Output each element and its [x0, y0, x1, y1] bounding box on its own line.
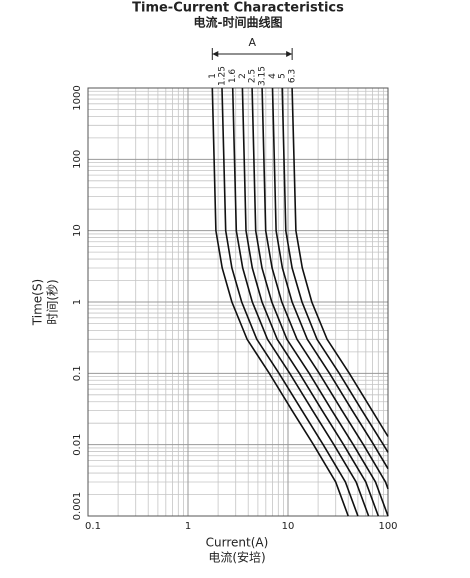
chart-subtitle: 电流-时间曲线图: [194, 15, 283, 30]
curve: [271, 87, 389, 470]
y-tick-label: 1: [72, 299, 83, 305]
x-tick-label: 100: [378, 521, 397, 532]
curve-label: 2.5: [248, 69, 258, 83]
y-tick-label: 0.1: [72, 365, 83, 381]
x-tick-label: 10: [282, 521, 295, 532]
x-tick-label: 1: [185, 521, 191, 532]
curve: [291, 87, 389, 437]
curve-label: 1.6: [228, 69, 238, 84]
curve-label: 1: [208, 73, 218, 79]
x-axis-label: Current(A): [206, 536, 269, 550]
curve: [241, 87, 380, 517]
curve-label: 4: [268, 73, 278, 79]
curve-label: 6.3: [288, 69, 298, 83]
curve-label: 1.25: [218, 66, 228, 86]
curve: [221, 87, 359, 517]
plot-frame: [87, 87, 389, 517]
y-axis-label-cn: 时间(秒): [46, 279, 60, 324]
x-tick-label: 0.1: [85, 521, 101, 532]
curve-label: 5: [278, 73, 288, 79]
y-tick-label: 0.01: [72, 434, 83, 456]
y-tick-label: 10: [72, 224, 83, 237]
curve: [281, 87, 389, 453]
curve: [211, 87, 349, 517]
annotation: A: [248, 36, 256, 49]
chart-title: Time-Current Characteristics: [132, 1, 344, 16]
curve: [251, 87, 389, 517]
y-tick-label: 100: [72, 150, 83, 169]
x-axis-label-cn: 电流(安培): [208, 550, 265, 565]
y-tick-label: 1000: [72, 85, 83, 110]
curve-label: 3.15: [258, 66, 268, 86]
y-axis-label: Time(S): [31, 279, 45, 326]
curve: [231, 87, 370, 517]
curve-label: 2: [238, 73, 248, 79]
y-tick-label: 0.001: [72, 492, 83, 521]
curve: [261, 87, 389, 490]
